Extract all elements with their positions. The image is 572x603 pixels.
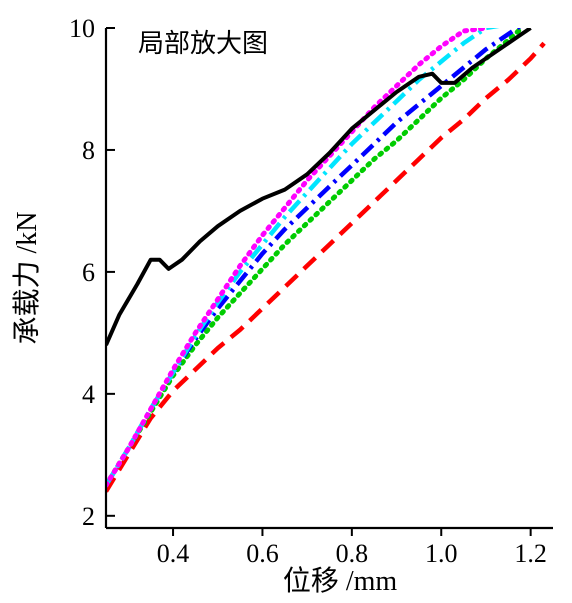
y-tick-label: 6: [82, 258, 95, 287]
y-tick-label: 2: [82, 502, 95, 531]
y-axis-label: 承载力 /kN: [11, 211, 43, 344]
y-tick-label: 10: [69, 14, 95, 43]
x-tick-label: 0.4: [157, 539, 190, 568]
inset-annotation: 局部放大图: [138, 29, 268, 58]
y-tick-label: 8: [82, 136, 95, 165]
x-tick-label: 1.0: [425, 539, 458, 568]
x-axis-label: 位移 /mm: [283, 565, 398, 597]
series-line-solid: [106, 28, 532, 346]
x-tick-label: 0.6: [246, 539, 279, 568]
axes-layer: 0.4 0.6 0.8 1.0 1.2 2 4 6 8 10: [69, 14, 553, 568]
series-line-dotted: [106, 28, 489, 488]
y-tick-label: 4: [82, 380, 95, 409]
series-line-dashed: [106, 41, 546, 493]
x-tick-label: 0.8: [336, 539, 369, 568]
series-line-dash-dot: [106, 28, 522, 487]
x-tick-label: 1.2: [514, 539, 547, 568]
series-layer: [106, 28, 546, 493]
